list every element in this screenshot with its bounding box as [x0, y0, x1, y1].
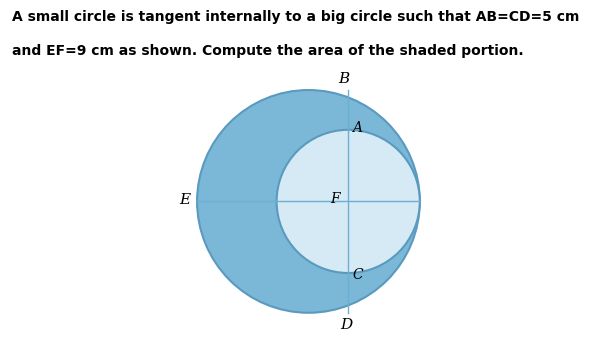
Text: A small circle is tangent internally to a big circle such that AB=CD=5 cm: A small circle is tangent internally to …: [12, 10, 579, 24]
Text: C: C: [352, 268, 363, 282]
Circle shape: [276, 130, 420, 273]
Circle shape: [197, 90, 420, 313]
Text: F: F: [331, 192, 340, 206]
Text: B: B: [339, 72, 350, 86]
Text: E: E: [180, 193, 191, 207]
Text: D: D: [340, 318, 353, 332]
Text: A: A: [352, 121, 362, 134]
Text: and EF=9 cm as shown. Compute the area of the shaded portion.: and EF=9 cm as shown. Compute the area o…: [12, 44, 524, 58]
